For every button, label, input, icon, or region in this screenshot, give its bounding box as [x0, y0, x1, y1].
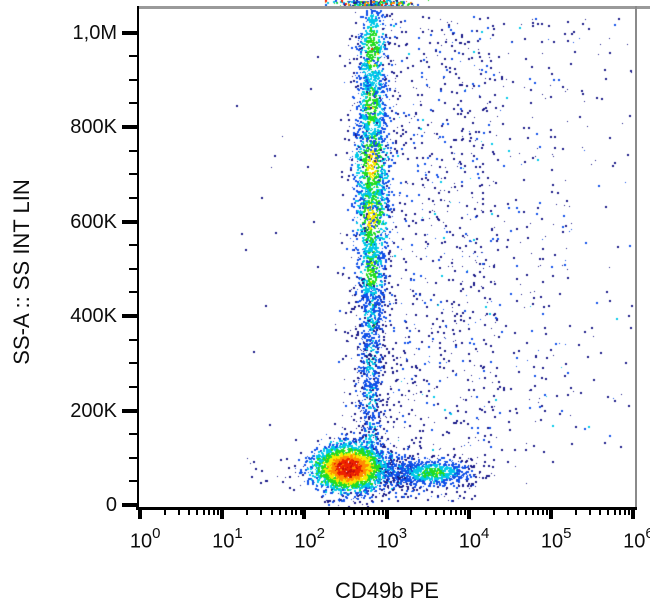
plot-right-border	[635, 6, 637, 510]
y-minor-tick	[129, 149, 137, 152]
x-minor-tick	[372, 510, 375, 515]
x-minor-tick	[202, 510, 205, 515]
y-tick-label: 200K	[70, 399, 117, 422]
x-major-tick	[302, 510, 307, 519]
y-minor-tick	[129, 78, 137, 81]
x-minor-tick	[619, 510, 622, 515]
x-minor-tick	[443, 510, 446, 515]
x-major-tick	[220, 510, 225, 519]
x-minor-tick	[424, 510, 427, 515]
x-minor-tick	[245, 510, 248, 515]
x-minor-tick	[546, 510, 549, 515]
x-minor-tick	[163, 510, 166, 515]
x-minor-tick	[352, 510, 355, 515]
x-minor-tick	[624, 510, 627, 515]
x-minor-tick	[360, 510, 363, 515]
x-minor-tick	[464, 510, 467, 515]
x-minor-tick	[537, 510, 540, 515]
x-major-tick	[549, 510, 553, 519]
plot-top-border	[137, 6, 650, 9]
x-tick-label: 104	[458, 525, 490, 553]
x-minor-tick	[217, 510, 220, 515]
x-minor-tick	[599, 510, 602, 515]
x-minor-tick	[285, 510, 288, 515]
y-major-tick	[122, 503, 137, 507]
y-minor-tick	[129, 480, 137, 483]
y-minor-tick	[129, 433, 137, 436]
x-minor-tick	[525, 510, 528, 515]
x-minor-tick	[342, 510, 345, 515]
y-minor-tick	[129, 338, 137, 341]
y-major-tick	[122, 30, 137, 35]
x-minor-tick	[208, 510, 211, 515]
x-minor-tick	[196, 510, 199, 515]
y-tick-label: 400K	[70, 305, 117, 327]
x-major-tick	[138, 510, 142, 519]
y-minor-tick	[129, 362, 137, 365]
y-tick-label: 1,0M	[72, 21, 117, 44]
x-major-tick	[631, 510, 636, 519]
y-tick-label: 800K	[70, 116, 117, 138]
x-minor-tick	[290, 510, 293, 515]
x-minor-tick	[628, 510, 631, 515]
y-major-tick	[122, 408, 137, 413]
x-minor-tick	[607, 510, 610, 515]
y-axis-line	[137, 6, 139, 508]
x-minor-tick	[492, 510, 495, 515]
x-minor-tick	[449, 510, 452, 515]
x-minor-tick	[188, 510, 191, 515]
x-axis-line	[136, 507, 637, 510]
x-minor-tick	[178, 510, 181, 515]
x-minor-tick	[459, 510, 462, 515]
x-tick-label: 102	[294, 525, 325, 553]
y-minor-tick	[129, 102, 137, 105]
x-minor-tick	[542, 510, 545, 515]
x-tick-label: 105	[540, 525, 572, 553]
x-minor-tick	[613, 510, 616, 515]
x-minor-tick	[435, 510, 438, 515]
x-minor-tick	[589, 510, 592, 515]
y-minor-tick	[129, 244, 137, 247]
x-minor-tick	[507, 510, 510, 515]
x-minor-tick	[455, 510, 458, 515]
y-minor-tick	[129, 291, 137, 294]
x-minor-tick	[367, 510, 370, 515]
y-tick-label: 600K	[70, 210, 117, 233]
x-axis-title: CD49b PE	[335, 578, 439, 603]
y-minor-tick	[129, 173, 137, 176]
x-minor-tick	[299, 510, 302, 515]
x-minor-tick	[278, 510, 281, 515]
x-tick-label: 100	[129, 525, 161, 553]
x-minor-tick	[381, 510, 384, 515]
x-minor-tick	[410, 510, 413, 515]
x-minor-tick	[260, 510, 263, 515]
x-tick-label: 106	[623, 525, 650, 553]
x-major-tick	[466, 510, 471, 519]
y-major-tick	[122, 314, 137, 318]
x-minor-tick	[574, 510, 577, 515]
x-tick-label: 101	[212, 525, 243, 553]
x-tick-label: 103	[376, 525, 408, 553]
y-minor-tick	[129, 385, 137, 388]
x-minor-tick	[377, 510, 380, 515]
y-minor-tick	[129, 267, 137, 270]
x-minor-tick	[270, 510, 273, 515]
y-minor-tick	[129, 456, 137, 459]
x-minor-tick	[328, 510, 331, 515]
y-axis-title: SS-A :: SS INT LIN	[9, 179, 34, 365]
y-minor-tick	[129, 196, 137, 199]
x-minor-tick	[213, 510, 216, 515]
x-minor-tick	[531, 510, 534, 515]
y-major-tick	[122, 125, 137, 129]
x-minor-tick	[517, 510, 520, 515]
y-tick-label: 0	[105, 494, 117, 516]
x-major-tick	[384, 510, 389, 519]
x-minor-tick	[295, 510, 298, 515]
y-minor-tick	[129, 55, 137, 58]
y-major-tick	[122, 219, 137, 224]
